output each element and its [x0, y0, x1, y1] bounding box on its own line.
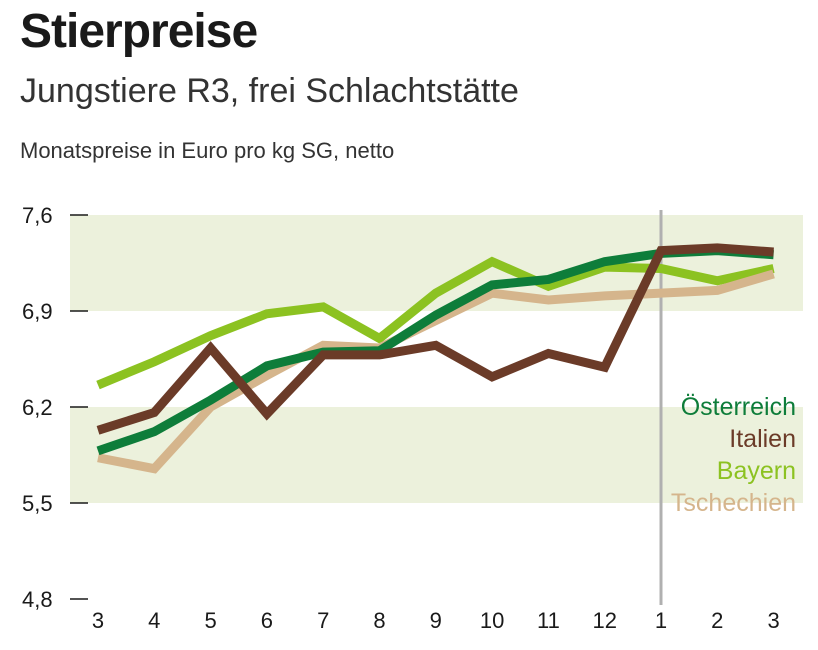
x-tick-label: 6 — [261, 608, 273, 633]
x-tick-label: 1 — [655, 608, 667, 633]
x-tick-label: 4 — [148, 608, 160, 633]
x-tick-label: 7 — [317, 608, 329, 633]
legend-entry: Bayern — [717, 457, 796, 485]
x-tick-label: 2 — [711, 608, 723, 633]
chart-subtitle: Jungstiere R3, frei Schlachtstätte — [20, 72, 519, 110]
x-tick-label: 3 — [767, 608, 779, 633]
x-tick-label: 11 — [537, 608, 560, 633]
legend-entry: Österreich — [681, 393, 796, 421]
x-tick-label: 10 — [480, 608, 504, 633]
chart-title: Stierpreise — [20, 5, 258, 58]
x-tick-label: 3 — [92, 608, 104, 633]
y-tick-label: 7,6 — [22, 203, 53, 228]
y-tick-label: 5,5 — [22, 491, 53, 516]
x-tick-label: 9 — [430, 608, 442, 633]
y-tick-label: 6,9 — [22, 299, 53, 324]
x-tick-label: 12 — [592, 608, 616, 633]
legend-entry: Tschechien — [671, 489, 796, 517]
y-tick-label: 4,8 — [22, 587, 53, 612]
y-axis-label: Monatspreise in Euro pro kg SG, netto — [20, 138, 395, 163]
x-tick-label: 8 — [373, 608, 385, 633]
y-tick-label: 6,2 — [22, 395, 53, 420]
series-line-italien — [96, 243, 774, 435]
series-line-tschechien — [97, 269, 775, 474]
x-tick-label: 5 — [204, 608, 216, 633]
legend-entry: Italien — [729, 425, 796, 453]
series-line-bayern — [96, 256, 775, 390]
